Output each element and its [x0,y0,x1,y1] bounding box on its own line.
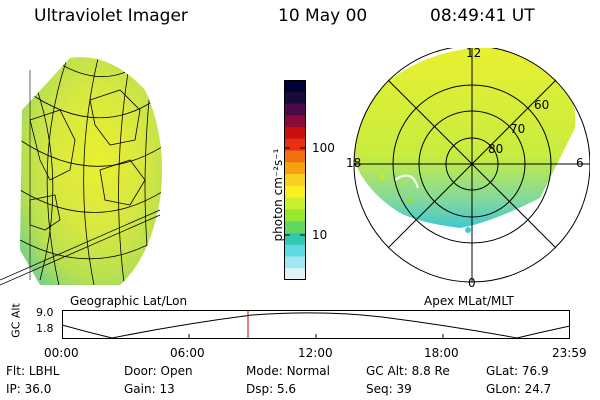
lat-label-60: 60 [534,98,550,112]
polar-plot [353,48,590,283]
colorbar-tick-10: 10 [312,228,328,242]
gain-value: 13 [159,382,175,396]
geographic-image [0,57,163,286]
status-dsp: Dsp: 5.6 [246,382,297,396]
colorbar-segment [284,127,306,140]
mlt-label-6: 6 [576,156,584,170]
colorbar-segment [284,138,306,152]
mlt-label-12: 12 [466,46,482,60]
dsp-value: 5.6 [276,382,297,396]
colorbar-segment [284,197,306,211]
glon-value: 24.7 [524,382,552,396]
altitude-xtick-1: 06:00 [170,346,205,360]
geographic-label: Geographic Lat/Lon [70,294,188,308]
apex-label: Apex MLat/MLT [424,294,514,308]
mlt-label-0: 0 [468,276,476,290]
status-seq: Seq: 39 [366,382,412,396]
status-flt: Flt: LBHL [6,364,60,378]
colorbar-segment [284,256,306,269]
colorbar-segment [284,150,306,163]
altitude-ylabel: GC Alt [9,303,23,338]
colorbar-segment [284,221,306,234]
colorbar-segment [284,91,306,105]
ip-value: 36.0 [24,382,52,396]
colorbar-segment [284,244,306,258]
seq-value: 39 [396,382,412,396]
status-mode: Mode: Normal [246,364,330,378]
door-value: Open [160,364,193,378]
colorbar-segment [284,80,306,93]
glat-value: 76.9 [521,364,549,378]
colorbar-tick-100: 100 [312,141,335,155]
time-label: 08:49:41 UT [430,6,535,26]
colorbar-segment [284,115,306,128]
gc-alt-value: 8.8 Re [411,364,450,378]
altitude-ytick-high: 9.0 [36,306,54,319]
colorbar-segment [284,268,306,280]
status-glat: GLat: 76.9 [486,364,549,378]
flt-value: LBHL [28,364,60,378]
status-door: Door: Open [124,364,193,378]
mlt-label-18: 18 [346,156,362,170]
altitude-ytick-low: 1.8 [36,322,54,335]
mode-value: Normal [286,364,330,378]
altitude-xtick-2: 12:00 [298,346,333,360]
status-glon: GLon: 24.7 [486,382,552,396]
status-ip: IP: 36.0 [6,382,52,396]
colorbar-unit-label: photon cm⁻²s⁻¹ [271,148,285,242]
instrument-title: Ultraviolet Imager [34,6,188,26]
colorbar-segment [284,209,306,222]
altitude-xtick-3: 18:00 [424,346,459,360]
colorbar [284,80,306,280]
colorbar-segment [284,174,306,187]
altitude-xtick-4: 23:59 [552,346,587,360]
colorbar-segment [284,103,306,116]
status-gain: Gain: 13 [124,382,175,396]
altitude-xtick-0: 00:00 [44,346,79,360]
altitude-plot [62,310,571,339]
lat-label-80: 80 [488,142,504,156]
colorbar-segment [284,185,306,199]
colorbar-segment [284,232,306,246]
colorbar-segment [284,162,306,175]
lat-label-70: 70 [510,122,526,136]
status-gc-alt: GC Alt: 8.8 Re [366,364,450,378]
date-label: 10 May 00 [278,6,368,26]
